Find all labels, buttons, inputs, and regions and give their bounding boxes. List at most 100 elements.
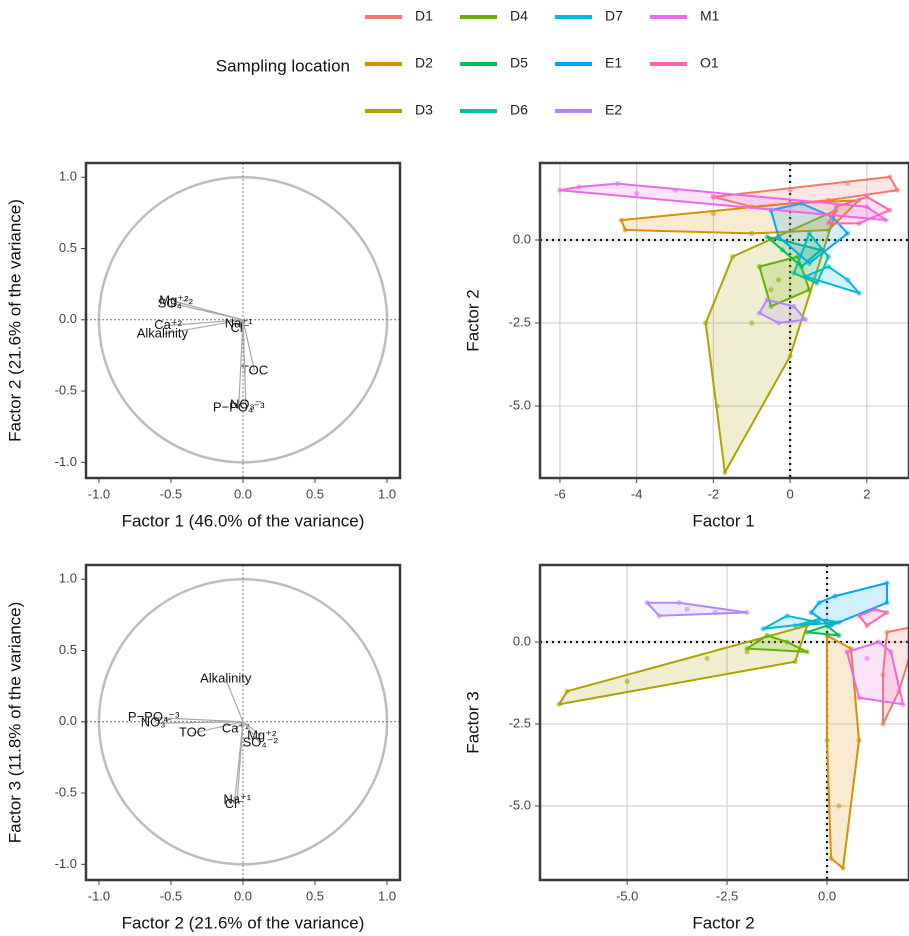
- hull: [758, 298, 807, 324]
- x-tick-label: -6: [554, 486, 566, 501]
- x-tick-label: 1.0: [378, 888, 396, 903]
- legend-title: Sampling location: [216, 56, 350, 75]
- x-tick-label: 0.0: [234, 486, 252, 501]
- x-axis-title: Factor 2: [692, 913, 754, 932]
- variable-label: Mg⁺²: [159, 293, 189, 308]
- variable-label: TOC: [179, 725, 206, 740]
- legend-label: D4: [510, 8, 528, 24]
- variable-label: Ca⁺²: [222, 720, 250, 735]
- variable-label: SO₄⁻²: [158, 296, 194, 311]
- plot-frame: [538, 161, 909, 480]
- loading-arrow: [153, 716, 244, 723]
- loading-arrow: [192, 721, 244, 734]
- variable-label: SO₄⁻²: [243, 735, 279, 750]
- x-axis-title: Factor 1: [692, 511, 754, 530]
- y-tick-label: 0.0: [513, 231, 531, 246]
- panel: [540, 163, 909, 478]
- hull: [806, 624, 840, 637]
- loading-arrow: [242, 319, 247, 406]
- loading-arrow: [162, 319, 244, 335]
- y-tick-label: 1.0: [59, 169, 77, 184]
- point: [704, 655, 710, 662]
- point: [710, 194, 716, 200]
- y-tick-label: -1.0: [55, 454, 77, 469]
- variable-label: P−PO₄⁻³: [128, 709, 180, 724]
- point: [634, 190, 640, 197]
- legend-label: E1: [605, 55, 622, 71]
- y-tick-label: 0.0: [59, 311, 77, 326]
- x-tick-label: 0.0: [234, 888, 252, 903]
- loading-arrow: [242, 319, 256, 372]
- legend-label: O1: [700, 55, 719, 71]
- variable-label: Cl⁻: [231, 320, 250, 335]
- loading-arrow: [242, 721, 261, 744]
- loading-arrow: [175, 303, 244, 321]
- y-tick-label: -0.5: [55, 382, 77, 397]
- plot-background: [540, 163, 909, 478]
- y-tick-label: -2.5: [509, 314, 531, 329]
- loading-arrow: [233, 721, 244, 805]
- loading-arrow: [156, 721, 244, 724]
- hull: [712, 175, 899, 208]
- variable-label: TOC: [241, 363, 268, 378]
- legend-label: D7: [605, 8, 623, 24]
- loading-arrow: [168, 319, 244, 327]
- variable-label: Mg⁺²: [247, 727, 277, 742]
- y-tick-label: 0.0: [513, 633, 531, 648]
- y-tick-label: 1.0: [59, 571, 77, 586]
- x-tick-label: -0.5: [160, 888, 182, 903]
- loading-arrow: [225, 678, 244, 723]
- x-tick-label: -2.5: [716, 888, 738, 903]
- x-tick-label: -4: [631, 486, 643, 501]
- point: [768, 287, 774, 293]
- legend-label: D6: [510, 102, 528, 118]
- y-tick-label: 0.5: [59, 240, 77, 255]
- point: [684, 606, 690, 612]
- y-tick-label: 0.0: [59, 713, 77, 728]
- hull: [769, 202, 849, 265]
- x-tick-label: 2: [863, 486, 870, 501]
- plot-frame: [84, 563, 402, 882]
- point: [624, 678, 630, 684]
- variable-label: Na⁺¹: [223, 792, 251, 807]
- legend-label: M1: [700, 8, 720, 24]
- x-tick-label: 0.5: [306, 888, 324, 903]
- variable-label: Na⁺¹: [225, 316, 253, 331]
- y-tick-label: -5.0: [509, 797, 531, 812]
- x-tick-label: 0.0: [818, 888, 836, 903]
- variable-label: Cl⁻: [225, 796, 244, 811]
- x-tick-label: -0.5: [160, 486, 182, 501]
- y-axis-title: Factor 2: [463, 289, 482, 351]
- point: [864, 655, 870, 662]
- hull: [858, 608, 888, 627]
- loading-arrow: [242, 721, 263, 737]
- hull: [804, 265, 861, 295]
- variable-label: P−PO₄⁻³: [213, 400, 265, 415]
- x-tick-label: 0: [786, 486, 793, 501]
- y-tick-label: 0.5: [59, 642, 77, 657]
- loading-arrow: [235, 721, 244, 730]
- y-axis-title: Factor 3 (11.8% of the variance): [5, 602, 24, 844]
- y-tick-label: -1.0: [55, 856, 77, 871]
- legend-label: D2: [415, 55, 433, 71]
- point: [787, 200, 793, 207]
- x-tick-label: -5.0: [616, 888, 638, 903]
- legend-label: D3: [415, 102, 433, 118]
- plot-frame: [538, 563, 909, 882]
- variable-label: NO₃⁻: [141, 715, 173, 730]
- hull: [766, 235, 822, 268]
- hull: [827, 195, 891, 225]
- variable-label: Alkalinity: [200, 670, 252, 685]
- x-tick-label: 0.5: [306, 486, 324, 501]
- x-axis-title: Factor 2 (21.6% of the variance): [122, 913, 365, 932]
- panel: [540, 565, 909, 880]
- point: [775, 277, 782, 283]
- legend-label: D5: [510, 55, 528, 71]
- hull: [646, 601, 749, 617]
- point: [836, 803, 842, 809]
- x-tick-label: 1.0: [378, 486, 396, 501]
- hull: [846, 641, 904, 706]
- plot-frame: [84, 161, 402, 480]
